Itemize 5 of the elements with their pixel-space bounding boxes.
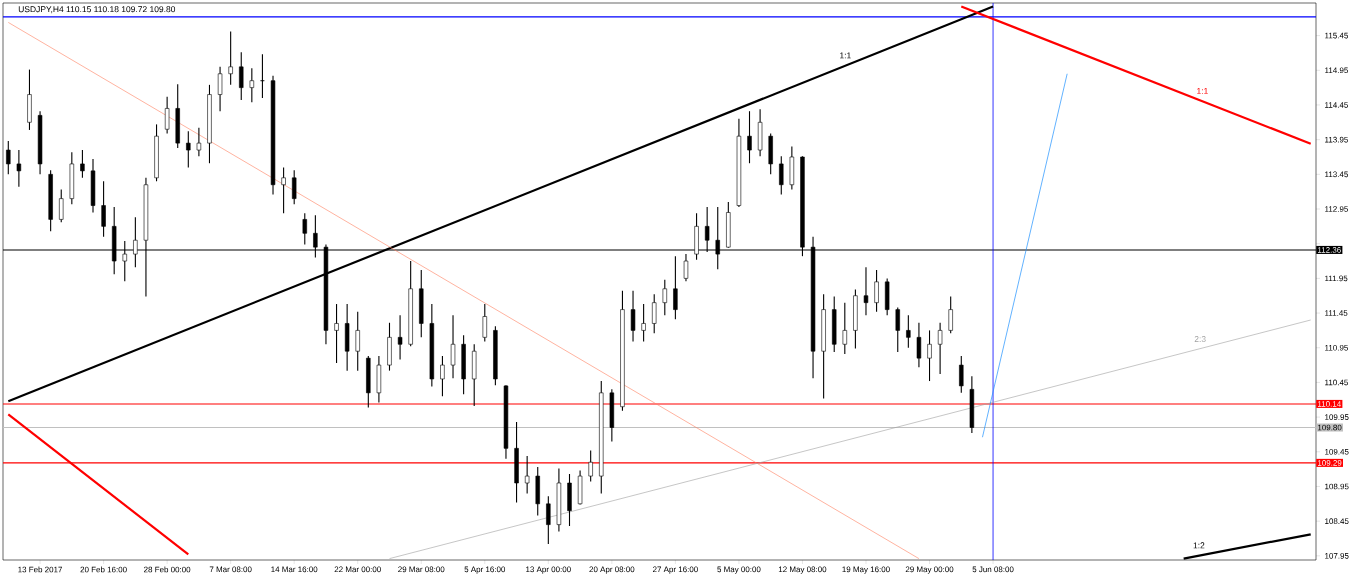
chart-title: USDJPY,H4 110.15 110.18 109.72 109.80 <box>18 6 176 14</box>
series-label: 1:2 <box>1193 542 1205 549</box>
series-label: 1:1 <box>1197 87 1208 94</box>
series-label: 2:3 <box>1194 336 1206 343</box>
series-label: 1:1 <box>840 52 851 59</box>
